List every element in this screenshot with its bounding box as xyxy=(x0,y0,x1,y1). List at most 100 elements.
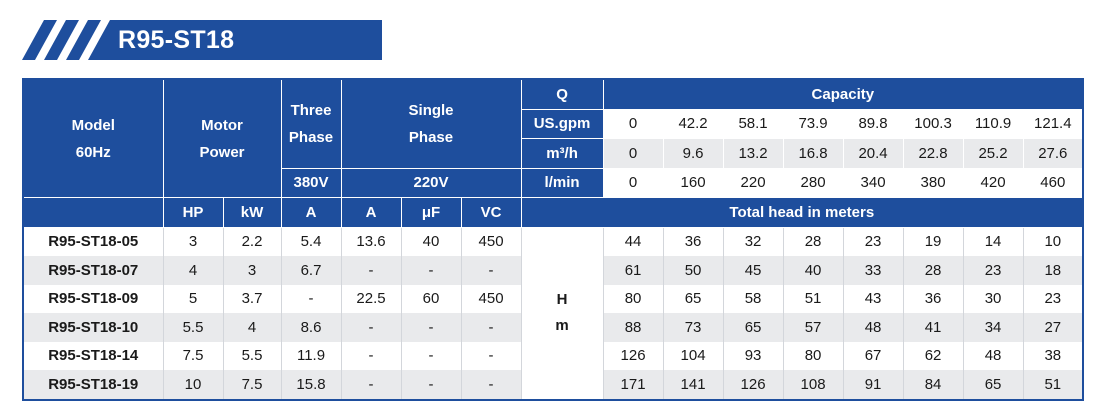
single-phase-amps-cell: 13.6 xyxy=(340,227,402,256)
model-cell: R95-ST18-05 xyxy=(22,227,163,256)
capacity-cell: 460 xyxy=(1022,167,1084,198)
head-cell: 14 xyxy=(962,227,1024,256)
capacitor-vc-cell: - xyxy=(460,370,522,400)
head-cell: 23 xyxy=(842,227,904,256)
capacity-cell: 220 xyxy=(722,167,784,198)
head-cell: 18 xyxy=(1022,256,1084,285)
head-cell: 10 xyxy=(1022,227,1084,256)
blank-header xyxy=(22,197,164,228)
hp-cell: 3 xyxy=(162,227,223,256)
head-cell: 62 xyxy=(902,341,964,370)
head-cell: 43 xyxy=(842,284,904,313)
head-cell: 57 xyxy=(782,313,844,342)
capacitor-uf-cell: - xyxy=(400,370,462,400)
head-cell: 50 xyxy=(662,256,724,285)
capacity-cell: 20.4 xyxy=(842,138,904,169)
capacitor-vc-cell: - xyxy=(460,341,522,370)
capacity-cell: 27.6 xyxy=(1022,138,1084,169)
unit-lmin: l/min xyxy=(520,167,604,198)
kw-cell: 4 xyxy=(222,313,282,342)
table-row: R95-ST18-09 5 3.7 - 22.5 60 450 80 65 58… xyxy=(22,284,1084,313)
head-cell: 41 xyxy=(902,313,964,342)
table-row: R95-ST18-14 7.5 5.5 11.9 - - - 126 104 9… xyxy=(22,341,1084,370)
head-cell: 126 xyxy=(722,370,784,400)
model-cell: R95-ST18-07 xyxy=(22,256,163,285)
capacity-cell: 0 xyxy=(602,138,664,169)
head-cell: 28 xyxy=(782,227,844,256)
head-cell: 36 xyxy=(902,284,964,313)
head-cell: 65 xyxy=(722,313,784,342)
head-cell: 30 xyxy=(962,284,1024,313)
col-uf-header: μF xyxy=(400,197,462,228)
head-cell: 38 xyxy=(1022,341,1084,370)
motor-power-header: Motor Power xyxy=(162,78,282,198)
unit-usgpm: US.gpm xyxy=(520,108,604,139)
model-header: Model 60Hz xyxy=(22,78,164,198)
capacity-cell: 280 xyxy=(782,167,844,198)
capacity-header: Capacity xyxy=(602,78,1084,110)
head-cell: 84 xyxy=(902,370,964,400)
single-phase-amps-cell: - xyxy=(340,370,402,400)
model-cell: R95-ST18-19 xyxy=(22,370,163,400)
three-phase-amps-cell: - xyxy=(280,284,342,313)
single-phase-amps-cell: - xyxy=(340,256,402,285)
head-cell: 58 xyxy=(722,284,784,313)
head-cell: 141 xyxy=(662,370,724,400)
kw-cell: 7.5 xyxy=(222,370,282,400)
banner-stripes-graphic xyxy=(22,20,382,60)
capacitor-uf-cell: 40 xyxy=(400,227,462,256)
table-row: R95-ST18-19 10 7.5 15.8 - - - 171 141 12… xyxy=(22,370,1084,400)
capacitor-vc-cell: - xyxy=(460,313,522,342)
capacity-cell: 121.4 xyxy=(1022,108,1084,139)
head-cell: 73 xyxy=(662,313,724,342)
capacity-cell: 89.8 xyxy=(842,108,904,139)
capacity-cell: 58.1 xyxy=(722,108,784,139)
model-cell: R95-ST18-09 xyxy=(22,284,163,313)
model-cell: R95-ST18-10 xyxy=(22,313,163,342)
voltage-220: 220V xyxy=(340,167,522,198)
capacitor-uf-cell: - xyxy=(400,341,462,370)
head-cell: 67 xyxy=(842,341,904,370)
head-cell: 19 xyxy=(902,227,964,256)
capacity-cell: 73.9 xyxy=(782,108,844,139)
capacitor-vc-cell: - xyxy=(460,256,522,285)
three-phase-amps-cell: 11.9 xyxy=(280,341,342,370)
kw-cell: 5.5 xyxy=(222,341,282,370)
capacity-cell: 100.3 xyxy=(902,108,964,139)
col-three-phase-a-header: A xyxy=(280,197,342,228)
head-cell: 88 xyxy=(602,313,664,342)
hp-cell: 5 xyxy=(162,284,223,313)
three-phase-amps-cell: 15.8 xyxy=(280,370,342,400)
capacity-cell: 22.8 xyxy=(902,138,964,169)
head-cell: 80 xyxy=(782,341,844,370)
capacity-cell: 160 xyxy=(662,167,724,198)
capacity-cell: 340 xyxy=(842,167,904,198)
head-cell: 28 xyxy=(902,256,964,285)
head-cell: 32 xyxy=(722,227,784,256)
head-cell: 23 xyxy=(962,256,1024,285)
head-cell: 27 xyxy=(1022,313,1084,342)
capacitor-vc-cell: 450 xyxy=(460,227,522,256)
head-cell: 44 xyxy=(602,227,664,256)
table-row: R95-ST18-07 4 3 6.7 - - - 61 50 45 40 33… xyxy=(22,256,1084,285)
unit-m3h: m³/h xyxy=(520,138,604,169)
voltage-380: 380V xyxy=(280,167,342,198)
head-cell: 104 xyxy=(662,341,724,370)
hp-cell: 10 xyxy=(162,370,223,400)
head-cell: 36 xyxy=(662,227,724,256)
capacity-cell: 0 xyxy=(602,167,664,198)
head-cell: 33 xyxy=(842,256,904,285)
head-cell: 34 xyxy=(962,313,1024,342)
capacity-cell: 42.2 xyxy=(662,108,724,139)
capacity-cell: 380 xyxy=(902,167,964,198)
single-phase-amps-cell: - xyxy=(340,313,402,342)
head-cell: 65 xyxy=(662,284,724,313)
capacity-cell: 0 xyxy=(602,108,664,139)
head-cell: 48 xyxy=(842,313,904,342)
head-cell: 51 xyxy=(1022,370,1084,400)
total-head-header: Total head in meters xyxy=(520,197,1084,228)
page-title: R95-ST18 xyxy=(118,26,235,54)
head-cell: 91 xyxy=(842,370,904,400)
